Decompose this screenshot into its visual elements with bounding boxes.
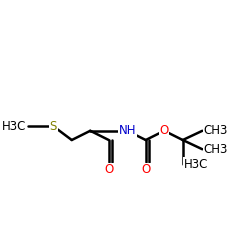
Text: S: S [50, 120, 57, 133]
Text: CH3: CH3 [204, 124, 228, 137]
Text: O: O [104, 163, 114, 176]
Text: O: O [141, 163, 150, 176]
Text: CH3: CH3 [204, 143, 228, 156]
Text: O: O [160, 124, 169, 137]
Text: H3C: H3C [2, 120, 27, 133]
Text: H3C: H3C [184, 158, 208, 171]
Text: NH: NH [118, 124, 136, 137]
